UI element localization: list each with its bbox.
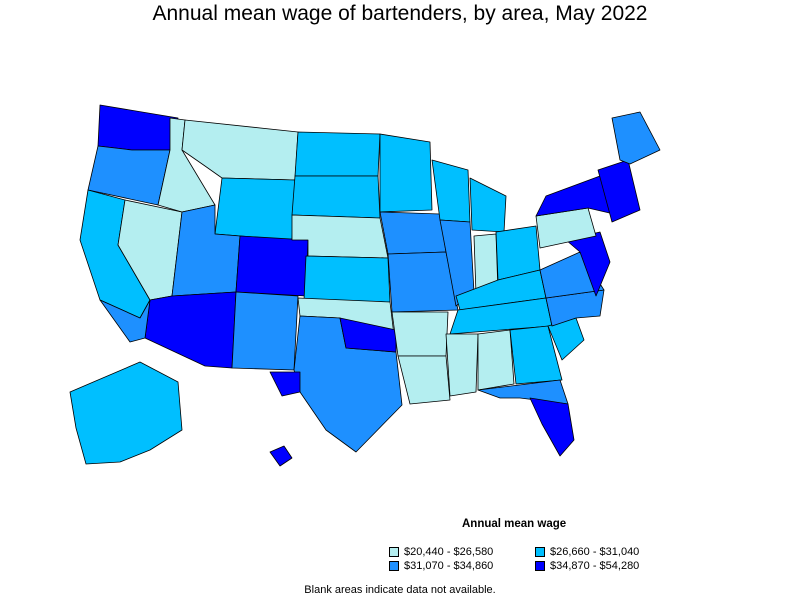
legend-swatch-bin-4 [535, 561, 545, 571]
region-west-texas [269, 371, 301, 397]
legend-swatch-bin-1 [389, 547, 399, 557]
region-new-york [535, 175, 615, 217]
region-virginia [539, 251, 605, 299]
region-iowa [379, 211, 447, 255]
legend-swatch-bin-2 [535, 547, 545, 557]
region-montana [181, 119, 299, 181]
region-north-texas [339, 317, 397, 353]
legend-label-bin-1: $20,440 - $26,580 [404, 546, 494, 558]
region-hawaii [269, 445, 293, 467]
legend-label-bin-3: $31,070 - $34,860 [404, 560, 494, 572]
region-maine [611, 111, 661, 165]
region-south-florida [529, 397, 575, 457]
region-arizona [144, 291, 237, 369]
legend-swatch-bin-3 [389, 561, 399, 571]
region-louisiana [397, 355, 451, 405]
region-colorado [235, 235, 309, 297]
legend-title: Annual mean wage [462, 518, 567, 530]
region-michigan [469, 177, 507, 233]
region-new-england [597, 159, 641, 223]
region-alabama [477, 329, 515, 391]
region-mississippi [445, 333, 479, 397]
region-south-dakota [291, 175, 381, 219]
region-wyoming [214, 177, 296, 241]
region-alaska [69, 361, 183, 465]
legend-item-bin-1: $20,440 - $26,580 [389, 546, 493, 558]
legend-item-bin-2: $26,660 - $31,040 [535, 546, 639, 558]
legend-item-bin-3: $31,070 - $34,860 [389, 560, 493, 572]
region-arkansas [391, 311, 449, 357]
legend-label-bin-2: $26,660 - $31,040 [550, 546, 640, 558]
region-georgia [509, 325, 563, 385]
region-new-mexico [231, 291, 299, 371]
region-wisconsin [431, 159, 471, 223]
region-texas [293, 315, 403, 453]
legend-item-bin-4: $34,870 - $54,280 [535, 560, 639, 572]
region-north-dakota [294, 131, 381, 177]
region-pacific-northwest-coast [97, 104, 179, 151]
legend-label-bin-4: $34,870 - $54,280 [550, 560, 640, 572]
region-southern-california [99, 299, 151, 343]
region-kansas [303, 255, 391, 303]
map-title: Annual mean wage of bartenders, by area,… [152, 2, 648, 25]
region-minnesota [379, 133, 433, 213]
footnote: Blank areas indicate data not available. [304, 584, 496, 596]
